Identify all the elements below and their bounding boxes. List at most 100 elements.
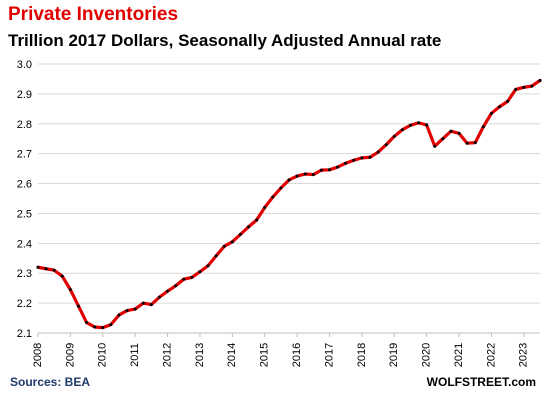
x-tick-label: 2013 [194,343,206,367]
data-point [360,156,364,160]
x-tick-label: 2023 [518,343,530,367]
x-tick-label: 2009 [64,343,76,367]
data-point [400,128,404,132]
x-axis-ticks: 2008 2009 2010 2011 2012 2013 2014 2015 2016 2017… [32,333,530,367]
data-point [319,168,323,172]
data-point [141,301,145,305]
source-note: Sources: BEA [10,375,91,389]
x-tick-label: 2016 [291,343,303,367]
data-point [36,265,40,269]
data-point [101,326,105,330]
data-point [498,105,502,109]
data-point [336,165,340,169]
data-point [465,141,469,145]
watermark: WOLFSTREET.com [426,375,536,389]
data-point [506,99,510,103]
x-tick-label: 2017 [323,343,335,367]
data-point [433,144,437,148]
data-point [93,325,97,329]
x-tick-label: 2019 [388,343,400,367]
data-point [392,134,396,138]
series-group [36,78,542,330]
y-tick-label: 2.9 [17,89,32,101]
data-point [206,264,210,268]
y-tick-label: 2.1 [17,328,32,340]
data-point [109,323,113,327]
chart-title: Private Inventories [8,4,179,25]
data-point [530,84,534,88]
data-point [368,155,372,159]
data-point [514,87,518,91]
data-point [327,168,331,172]
x-tick-label: 2014 [226,343,238,367]
gridlines [38,63,540,304]
data-point [174,284,178,288]
data-point [271,195,275,199]
x-tick-label: 2010 [97,343,109,367]
data-point [222,244,226,248]
y-tick-label: 2.3 [17,268,32,280]
data-point [263,205,267,209]
data-point [247,225,251,229]
data-point [125,309,129,313]
x-tick-label: 2021 [453,343,465,367]
data-point [190,275,194,279]
data-point [425,123,429,127]
series-line [36,78,542,330]
data-point [303,172,307,176]
data-point [157,295,161,299]
data-point [441,137,445,141]
y-axis-ticks: 2.1 2.2 2.3 2.4 2.5 2.6 2.7 2.8 2.9 3.0 [17,59,32,340]
y-tick-label: 2.8 [17,119,32,131]
data-point [60,274,64,278]
data-point [481,125,485,129]
data-point [52,268,56,272]
data-point [311,173,315,177]
x-tick-label: 2012 [161,343,173,367]
data-point [198,270,202,274]
data-point [344,161,348,165]
data-point [295,174,299,178]
chart-subtitle: Trillion 2017 Dollars, Seasonally Adjust… [8,31,442,50]
y-tick-label: 2.4 [17,238,32,250]
x-tick-label: 2015 [259,343,271,367]
data-point [68,288,72,292]
data-point [85,321,89,325]
data-markers [36,78,542,330]
data-point [214,254,218,258]
y-tick-label: 2.7 [17,149,32,161]
data-point [238,232,242,236]
data-point [117,313,121,317]
data-point [457,131,461,135]
data-point [489,111,493,115]
y-tick-label: 2.2 [17,298,32,310]
data-point [352,158,356,162]
y-tick-label: 3.0 [17,59,32,71]
data-point [287,178,291,182]
data-point [522,85,526,89]
data-point [408,123,412,127]
x-tick-label: 2020 [421,343,433,367]
data-point [384,143,388,147]
data-point [376,150,380,154]
data-point [473,141,477,145]
data-point [417,121,421,125]
data-point [230,240,234,244]
data-point [166,289,170,293]
data-point [182,277,186,281]
y-tick-label: 2.6 [17,179,32,191]
data-point [279,186,283,190]
x-tick-label: 2018 [356,343,368,367]
data-point [133,307,137,311]
data-point [149,303,153,307]
x-tick-label: 2011 [129,343,141,367]
y-tick-label: 2.5 [17,208,32,220]
data-point [449,129,453,133]
data-point [76,304,80,308]
data-point [255,218,259,222]
data-point [44,267,48,271]
x-tick-label: 2022 [485,343,497,367]
x-tick-label: 2008 [32,343,44,367]
data-point [538,78,542,82]
